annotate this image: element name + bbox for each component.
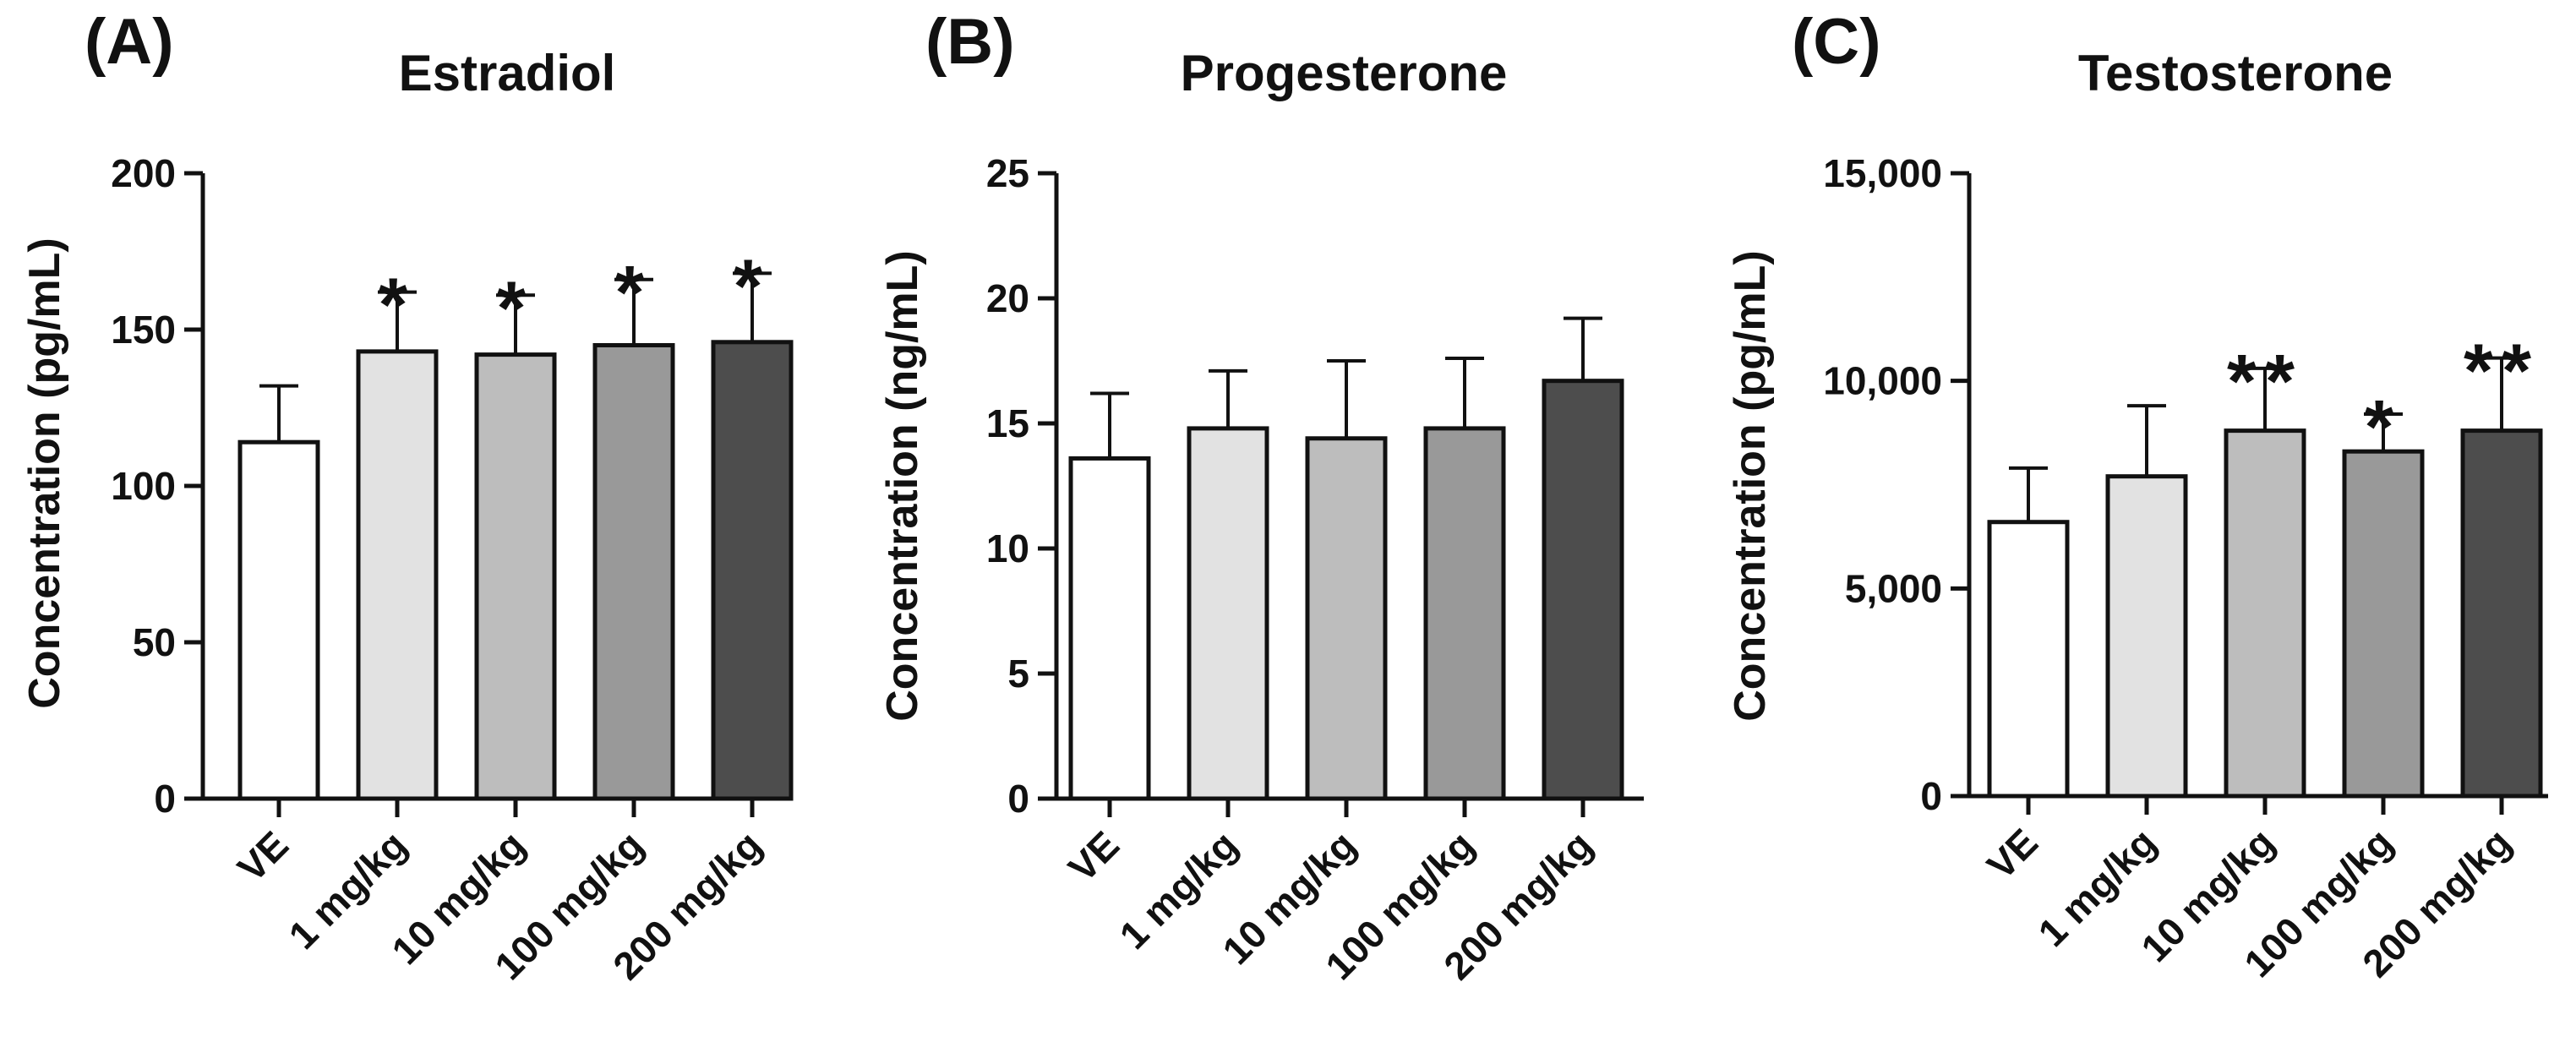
bar [474,352,557,801]
panel-letter: (B) [925,6,1015,78]
bar [1542,379,1624,801]
y-tick-label: 5,000 [1845,566,1942,610]
bar [711,340,794,801]
bar [1987,520,2070,799]
y-tick-label: 10,000 [1823,359,1942,403]
significance-marker: * [496,266,534,351]
y-tick-label: 150 [111,308,176,352]
y-tick-label: 20 [986,276,1029,320]
x-tick-label: VE [1978,820,2046,887]
y-tick-label: 15,000 [1823,151,1942,195]
significance-marker: * [614,251,652,336]
y-axis-label: Concentration (ng/mL) [878,250,927,722]
y-tick-label: 0 [1007,777,1029,821]
bar [2224,428,2306,799]
y-tick-label: 5 [1007,652,1029,696]
y-tick-label: 0 [154,777,176,821]
x-tick-label: VE [229,822,297,890]
chart-panel-3: (C) Testosterone Concentration (pg/mL) 0 5,0… [1726,6,2548,985]
y-axis-label: Concentration (pg/mL) [20,237,69,709]
bar [1305,436,1388,801]
bar [356,349,439,801]
y-tick-label: 50 [133,620,176,664]
x-tick-label: VE [1060,822,1127,890]
bar [1068,456,1151,801]
bar [237,439,320,801]
chart-title: Testosterone [2078,45,2393,101]
chart-title: Progesterone [1181,45,1508,101]
significance-marker: ** [2464,330,2540,414]
y-axis-label: Concentration (pg/mL) [1726,250,1775,722]
bar [2105,474,2188,799]
significance-marker: ** [2227,340,2303,424]
y-tick-label: 200 [111,151,176,195]
chart-panel-1: (A) Estradiol Concentration (pg/mL) 0 50 100 1… [20,6,794,988]
bar [1187,426,1269,801]
bar [592,343,675,801]
significance-marker: * [378,264,416,348]
y-tick-label: 0 [1920,774,1942,818]
significance-marker: * [2364,385,2402,470]
panel-letter: (A) [85,6,174,78]
bar [2460,428,2543,799]
bar [1423,426,1506,801]
significance-marker: * [733,244,771,329]
chart-title: Estradiol [399,45,616,101]
chart-panel-2: (B) Progesterone Concentration (ng/mL) 0 5 10… [878,6,1644,988]
bar [2342,449,2425,799]
y-tick-label: 15 [986,401,1029,445]
panel-letter: (C) [1792,6,1881,78]
y-tick-label: 100 [111,464,176,508]
y-tick-label: 25 [986,151,1029,195]
y-tick-label: 10 [986,526,1029,570]
